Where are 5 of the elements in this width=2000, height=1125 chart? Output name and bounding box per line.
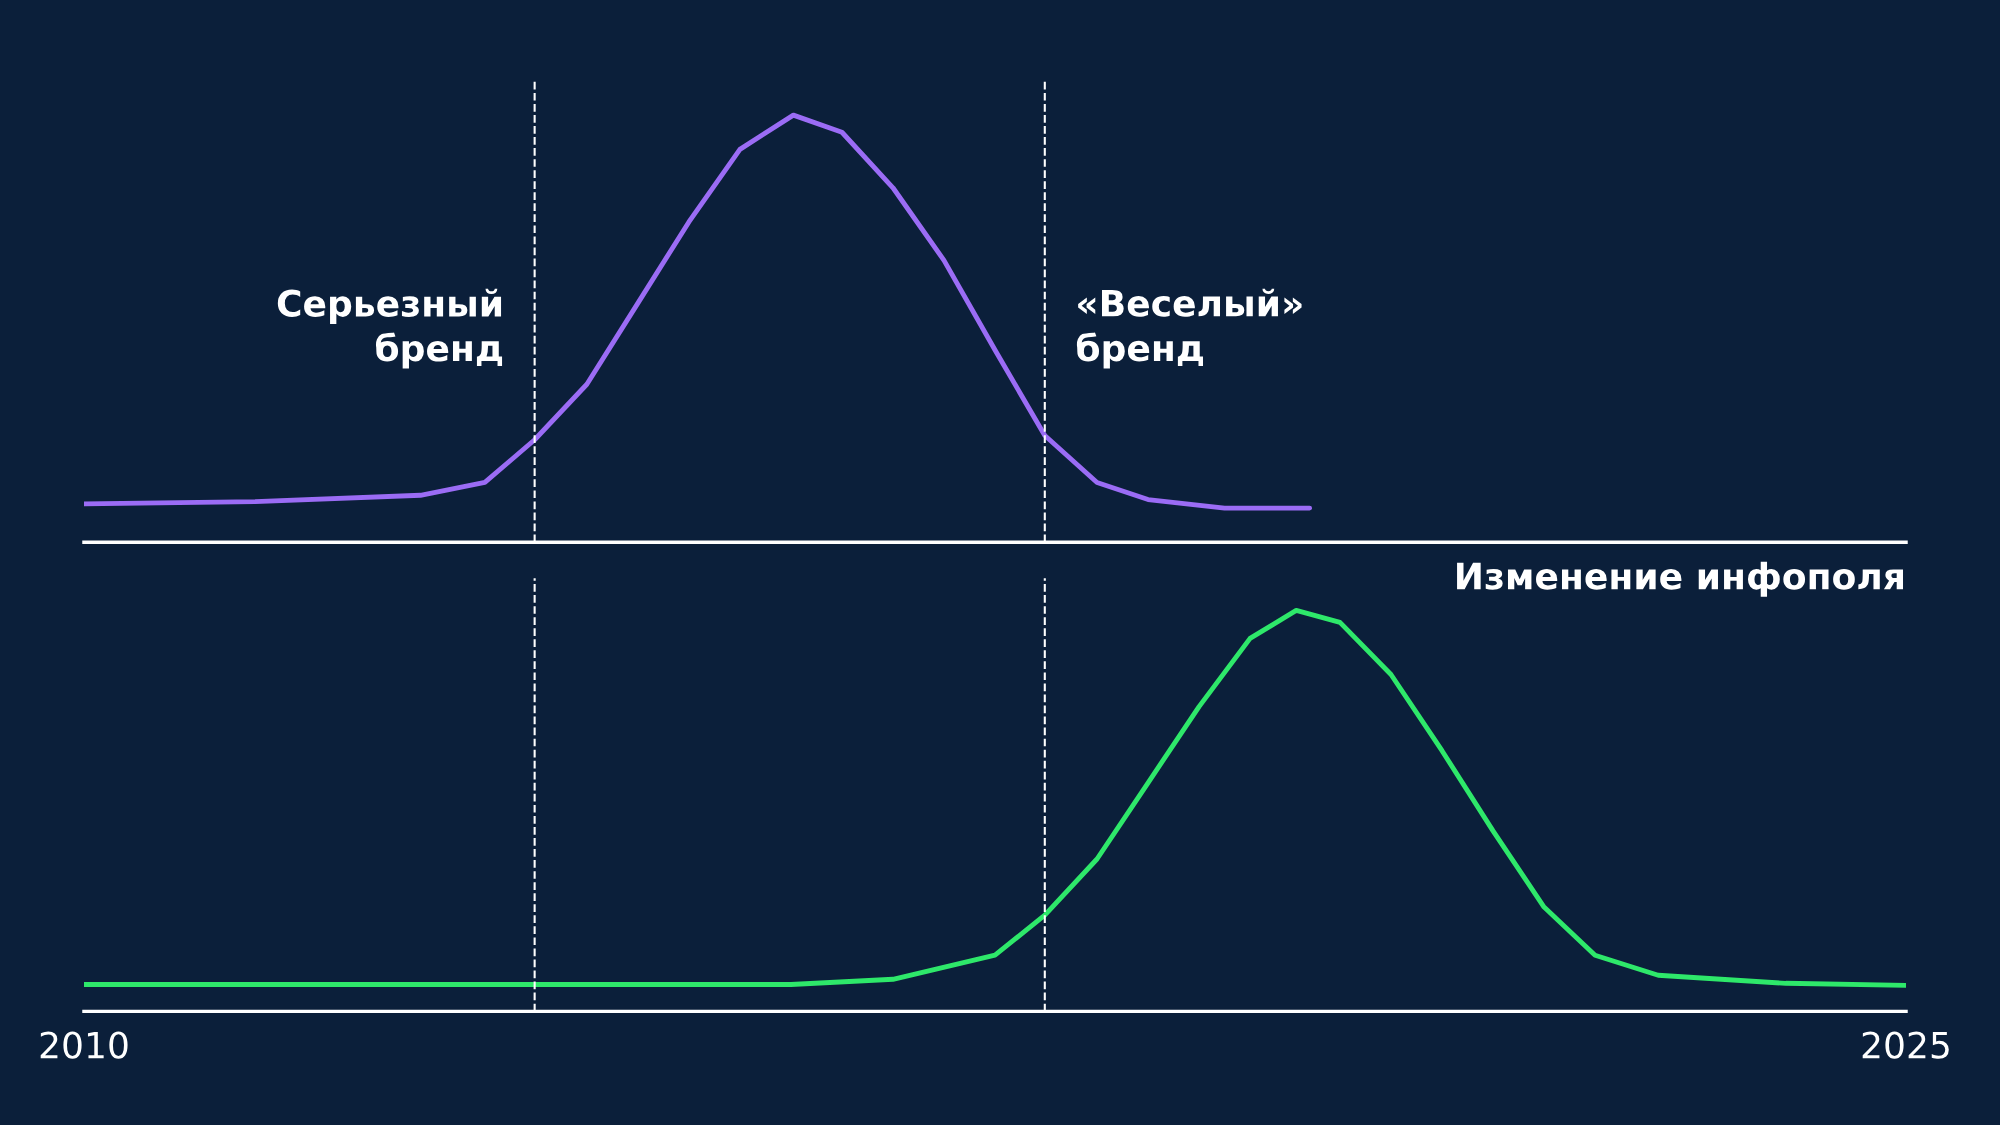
x-tick-label: 2010	[40, 1031, 128, 1059]
x-axis-title: Изменение инфополя	[1457, 561, 1904, 597]
ref-line-label: Серьезный бренд	[277, 288, 503, 369]
x-tick-label: 2025	[1862, 1031, 1949, 1059]
ref-line-label: «Веселый» бренд	[1076, 288, 1302, 369]
